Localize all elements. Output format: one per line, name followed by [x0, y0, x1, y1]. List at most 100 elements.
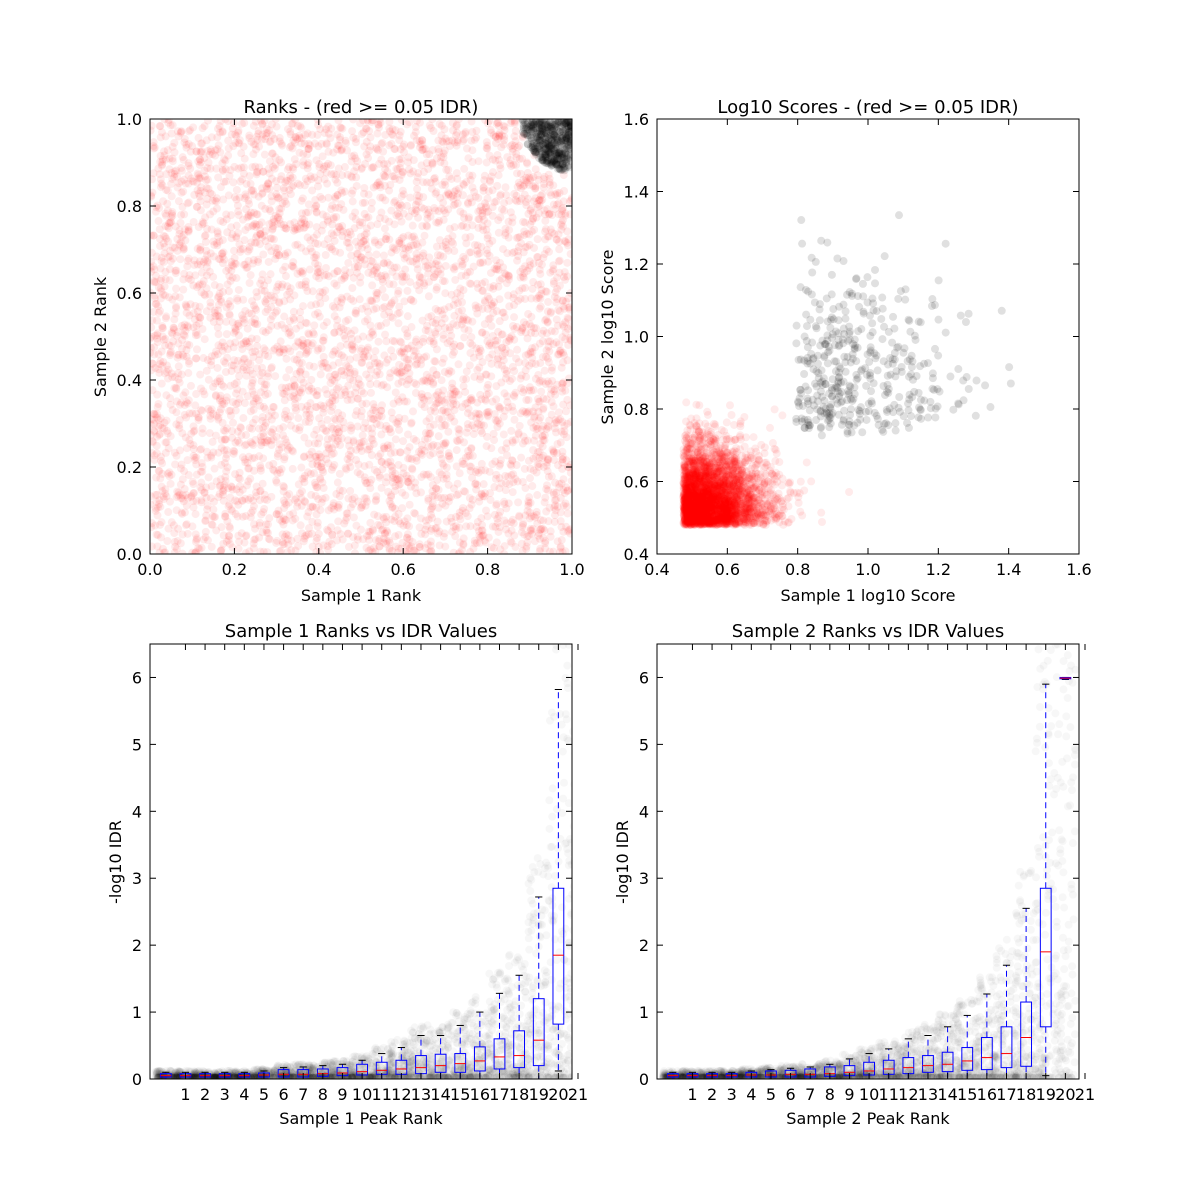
ranks-red-point	[341, 391, 350, 400]
ranks-red-point	[176, 494, 185, 503]
ranks-red-point	[297, 365, 306, 374]
ranks-red-point	[268, 311, 277, 320]
ranks-red-point	[172, 451, 181, 460]
ranks-red-point	[314, 120, 323, 129]
ranks-red-point	[540, 436, 549, 445]
ranks-red-point	[246, 208, 255, 217]
ranks-red-point	[536, 280, 545, 289]
ranks-red-point	[482, 408, 491, 417]
ranks-red-point	[565, 303, 572, 312]
ranks-red-point	[435, 527, 444, 536]
ranks-red-point	[510, 531, 519, 540]
ranks-red-point	[231, 496, 240, 505]
ranks-red-point	[206, 407, 215, 416]
ranks-red-point	[258, 270, 267, 279]
ranks-red-point	[259, 250, 268, 259]
ranks-red-point	[161, 291, 170, 300]
ranks-red-point	[370, 354, 379, 363]
ranks-xtick-label: 0.8	[475, 560, 500, 579]
ranks-red-point	[465, 361, 474, 370]
ranks-red-point	[297, 501, 306, 510]
ranks-red-point	[222, 303, 231, 312]
ranks-red-point	[434, 261, 443, 270]
ranks-red-point	[150, 231, 156, 240]
ranks-red-point	[465, 462, 474, 471]
ranks-red-point	[375, 534, 384, 543]
ranks-red-point	[242, 371, 251, 380]
ranks-red-point	[553, 439, 562, 448]
ranks-red-point	[398, 186, 407, 195]
ranks-red-point	[190, 426, 199, 435]
ranks-red-point	[183, 199, 192, 208]
ranks-red-point	[159, 335, 168, 344]
ranks-red-point	[352, 445, 361, 454]
ranks-red-point	[494, 327, 503, 336]
ranks-red-point	[345, 364, 354, 373]
ranks-red-point	[161, 155, 170, 164]
ranks-red-point	[388, 503, 397, 512]
ranks-red-point	[509, 293, 518, 302]
ranks-red-point	[385, 141, 394, 150]
ranks-red-point	[519, 175, 528, 184]
ranks-red-point	[273, 469, 282, 478]
ranks-red-point	[203, 258, 212, 267]
ranks-red-point	[556, 493, 565, 502]
ranks-red-point	[539, 175, 548, 184]
ranks-red-point	[184, 226, 193, 235]
ranks-red-point	[304, 200, 313, 209]
ranks-red-point	[252, 170, 261, 179]
ranks-red-point	[309, 328, 318, 337]
ranks-red-point	[524, 499, 533, 508]
ranks-red-point	[439, 215, 448, 224]
ranks-red-point	[464, 154, 473, 163]
ranks-red-point	[420, 353, 429, 362]
ranks-red-point	[519, 248, 528, 257]
ranks-red-point	[458, 298, 467, 307]
ranks-red-point	[524, 209, 533, 218]
ranks-red-point	[244, 223, 253, 232]
ranks-red-point	[405, 544, 414, 553]
ranks-red-point	[553, 189, 562, 198]
ranks-red-point	[226, 276, 235, 285]
ranks-red-point	[224, 136, 233, 145]
ranks-red-point	[242, 431, 251, 440]
ranks-red-point	[150, 316, 157, 325]
ranks-red-point	[150, 523, 156, 532]
ranks-red-point	[366, 484, 375, 493]
ranks-red-point	[164, 508, 173, 517]
ranks-red-point	[191, 328, 200, 337]
ranks-red-point	[458, 260, 467, 269]
ranks-red-point	[156, 242, 165, 251]
ranks-red-point	[533, 235, 542, 244]
ranks-red-point	[438, 277, 447, 286]
ranks-red-point	[479, 480, 488, 489]
ranks-red-point	[378, 193, 387, 202]
ranks-red-point	[196, 483, 205, 492]
ranks-red-point	[364, 268, 373, 277]
ranks-red-point	[465, 504, 474, 513]
ranks-red-point	[259, 429, 268, 438]
ranks-red-point	[318, 494, 327, 503]
ranks-red-point	[310, 321, 319, 330]
ranks-red-point	[550, 503, 559, 512]
ranks-red-point	[170, 167, 179, 176]
ranks-red-point	[377, 381, 386, 390]
ranks-red-point	[184, 323, 193, 332]
ranks-red-point	[175, 446, 184, 455]
ranks-ytick-label: 0.0	[117, 545, 142, 564]
ranks-red-point	[249, 399, 258, 408]
ranks-red-point	[402, 253, 411, 262]
ranks-red-point	[434, 324, 443, 333]
ranks-red-point	[459, 313, 468, 322]
ranks-red-point	[259, 547, 268, 554]
ranks-red-point	[529, 386, 538, 395]
ranks-red-point	[386, 312, 395, 321]
ranks-red-point	[502, 270, 511, 279]
ranks-red-point	[253, 292, 262, 301]
ranks-red-point	[295, 281, 304, 290]
ranks-red-point	[330, 279, 339, 288]
ranks-red-point	[305, 220, 314, 229]
ranks-red-point	[335, 327, 344, 336]
ranks-red-point	[215, 482, 224, 491]
ranks-red-point	[430, 173, 439, 182]
